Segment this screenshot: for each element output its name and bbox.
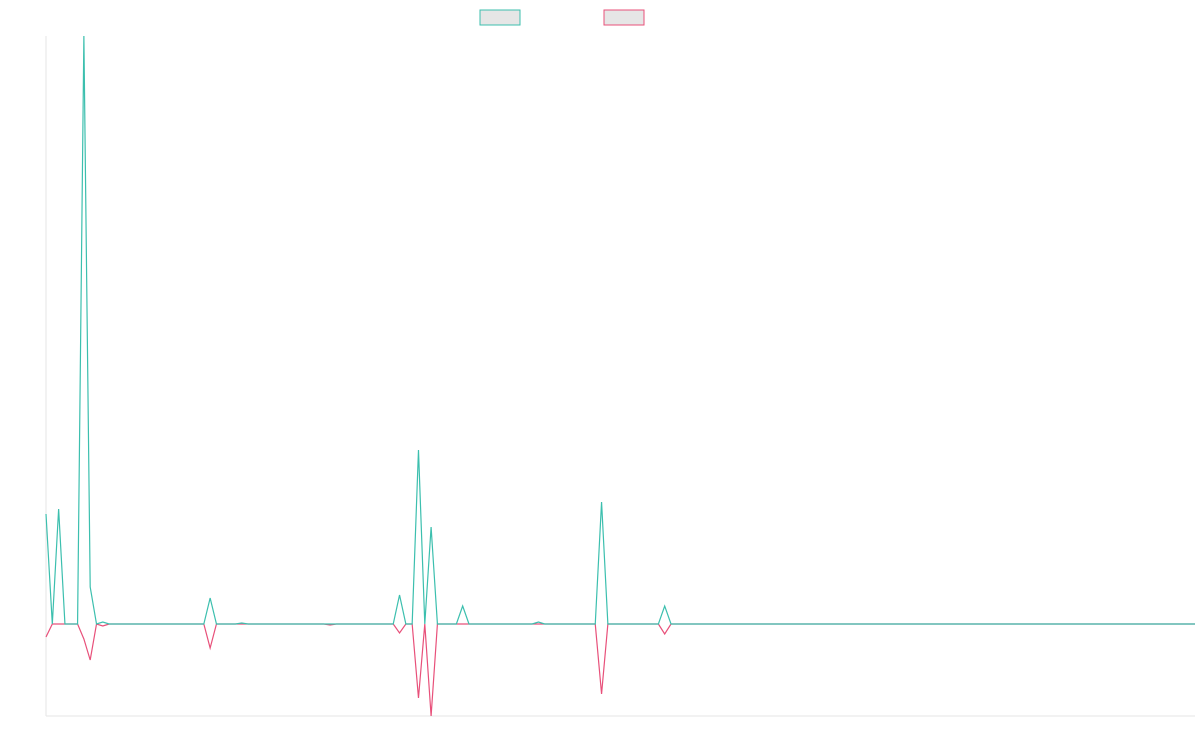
series-line	[45, 35, 1195, 625]
series-line	[45, 623, 1195, 717]
legend-swatch	[479, 9, 521, 26]
legend-swatch	[603, 9, 645, 26]
